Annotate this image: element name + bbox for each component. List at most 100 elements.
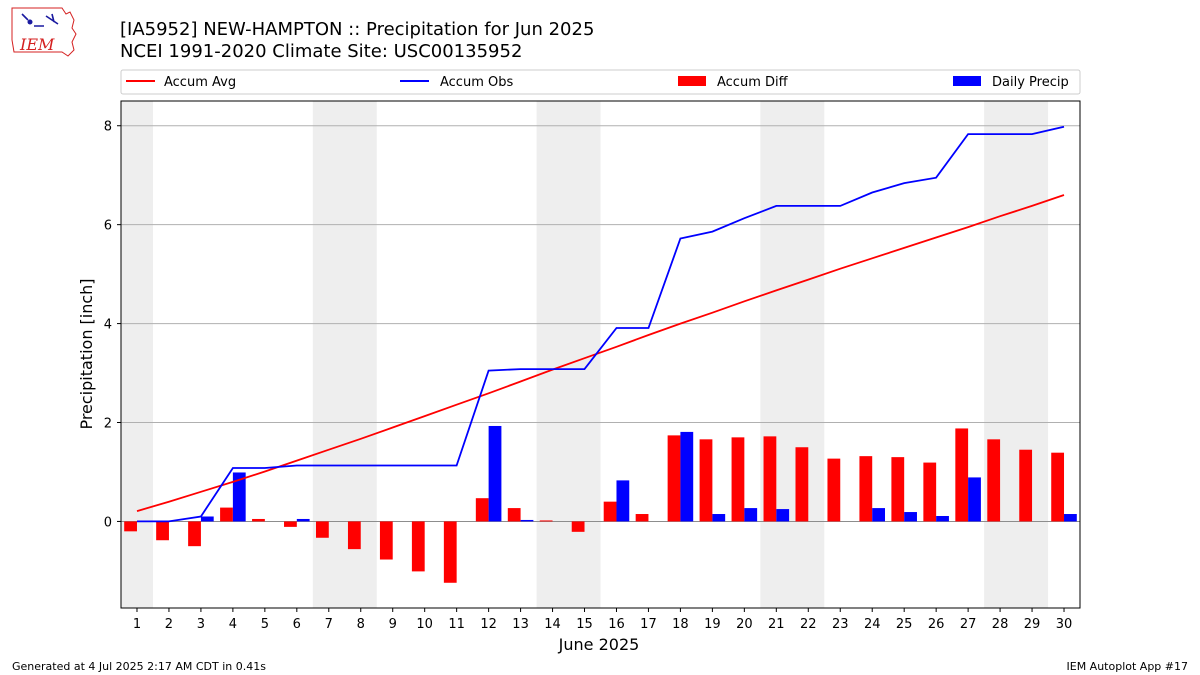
daily-precip-bar [488,425,502,522]
accum-diff-bar [571,521,585,532]
accum-diff-bar [252,518,265,522]
station-dot-icon [27,19,33,25]
x-tick-label: 17 [640,617,657,632]
x-axis-ticks: 1 2 3 4 5 6 7 8 9 10 11 12 13 14 15 16 17 18 19 20 21 22 23 24 2… [133,608,1072,632]
y-tick-label: 8 [104,120,112,135]
x-tick-label: 3 [197,617,205,632]
legend-box [120,69,1081,95]
x-tick-label: 25 [896,617,913,632]
accum-diff-bar [475,498,489,522]
plot-frame [120,100,1081,609]
y-tick-label: 4 [104,318,112,333]
footer-generated: Generated at 4 Jul 2025 2:17 AM CDT in 0… [12,660,266,673]
accum-diff-bar [891,457,905,522]
instrument-icon [21,13,59,27]
legend-swatch-accum-diff [678,76,706,86]
x-tick-label: 10 [416,617,433,632]
x-tick-label: 5 [261,617,269,632]
accum-avg-line [136,194,1065,512]
accum-diff-bar [667,435,681,522]
x-tick-label: 13 [512,617,529,632]
accum-diff-bar [603,501,617,522]
x-tick-label: 19 [704,617,721,632]
daily-precip-bar [936,515,949,522]
daily-precip-bar [776,509,790,522]
daily-precip-bar [1064,514,1077,522]
accum-obs-line [137,125,1065,523]
x-tick-label: 15 [576,617,593,632]
legend-label-accum-obs: Accum Obs [440,75,513,90]
accum-diff-bar [539,520,553,522]
accum-diff-bar [923,462,937,522]
daily-precip-bar [712,514,726,522]
lines [136,125,1065,523]
x-tick-label: 8 [357,617,365,632]
accum-diff-bar [443,521,457,583]
x-tick-label: 22 [800,617,817,632]
x-tick-label: 18 [672,617,689,632]
x-tick-label: 2 [165,617,173,632]
accum-diff-bar [699,439,713,522]
daily-precip-bar [680,431,694,522]
x-tick-label: 4 [229,617,237,632]
daily-precip-bar [520,519,534,522]
accum-diff-bar [1051,452,1065,522]
x-tick-label: 9 [389,617,397,632]
x-axis-label: June 2025 [558,635,640,654]
footer-app: IEM Autoplot App #17 [1067,660,1189,673]
daily-precip-bar [872,508,886,522]
accum-diff-bar [284,521,297,527]
daily-precip-bar [744,508,758,522]
x-tick-label: 7 [325,617,333,632]
x-tick-label: 26 [928,617,945,632]
chart-subtitle: NCEI 1991-2020 Climate Site: USC00135952 [120,41,522,62]
x-tick-label: 20 [736,617,753,632]
accum-diff-bar [188,521,201,547]
x-tick-label: 1 [133,617,141,632]
x-tick-label: 6 [293,617,301,632]
weekend-band [536,101,601,608]
legend: Accum Avg Accum Obs Accum Diff Daily Pre… [120,69,1081,95]
daily-precip-bar [968,477,981,522]
accum-diff-bar [347,521,361,550]
weekend-band [984,101,1049,608]
x-tick-label: 12 [480,617,497,632]
accum-diff-bar [731,437,745,522]
x-tick-label: 23 [832,617,849,632]
y-axis-label: Precipitation [inch] [77,278,96,429]
accum-diff-bar [315,521,329,538]
legend-swatch-daily-precip [953,76,981,86]
logo-text: IEM [19,35,55,54]
accum-diff-bar [635,514,649,522]
daily-precip-bar [904,512,917,522]
accum-diff-bar [795,447,809,522]
weekend-band [760,101,825,608]
daily-precip-bar [296,518,310,522]
legend-label-accum-avg: Accum Avg [164,75,236,90]
daily-precip-bar [232,472,246,522]
x-tick-label: 30 [1056,617,1073,632]
accum-diff-bar [124,521,137,532]
accum-diff-bar [987,439,1001,522]
x-tick-label: 24 [864,617,881,632]
legend-label-accum-diff: Accum Diff [717,75,789,90]
accum-diff-bar [859,456,873,522]
x-tick-label: 29 [1024,617,1041,632]
x-tick-label: 14 [544,617,561,632]
x-tick-label: 28 [992,617,1009,632]
accum-diff-bar [827,458,841,522]
accum-diff-bar [156,521,169,541]
daily-precip-bar [616,480,630,522]
x-tick-label: 27 [960,617,977,632]
bars [124,425,1077,583]
accum-diff-bar [220,507,233,522]
daily-precip-bar [200,516,214,522]
x-tick-label: 16 [608,617,625,632]
chart-title: [IA5952] NEW-HAMPTON :: Precipitation fo… [120,19,594,40]
accum-diff-bar [411,521,425,572]
accum-diff-bar [1019,449,1033,522]
iem-logo[interactable]: IEM [11,7,77,57]
accum-diff-bar [379,521,393,560]
accum-diff-bar [763,436,777,522]
